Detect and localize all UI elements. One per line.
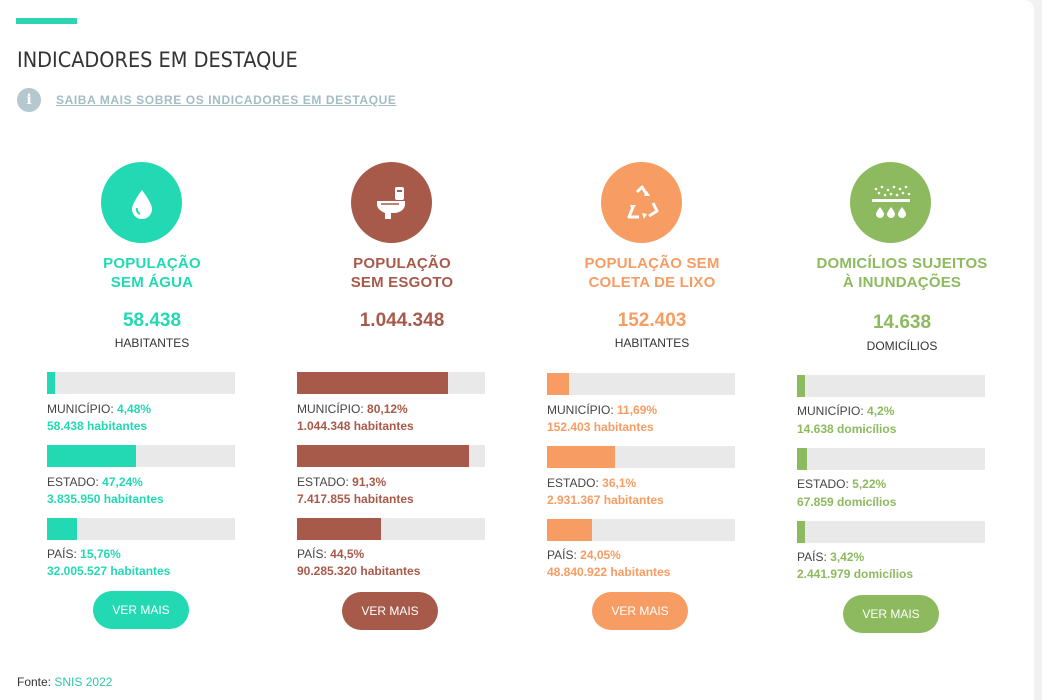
card-icon-circle: [351, 162, 432, 243]
card-value: 1.044.348: [359, 310, 445, 331]
bar-fill: [797, 375, 805, 397]
bar-sub-pais: 32.005.527 habitantes: [47, 564, 171, 578]
ver-mais-button[interactable]: VER MAIS: [843, 595, 939, 633]
bar-municipio: [547, 373, 735, 395]
bar-fill: [797, 521, 805, 543]
bar-fill: [47, 372, 56, 394]
bar-label-estado: ESTADO: 36,1%: [547, 476, 637, 490]
info-link[interactable]: SAIBA MAIS SOBRE OS INDICADORES EM DESTA…: [56, 93, 397, 107]
bar-pais: [47, 518, 235, 540]
bar-sub-municipio: 1.044.348 habitantes: [297, 419, 414, 433]
bar-sub-municipio: 58.438 habitantes: [47, 419, 148, 433]
bar-label-municipio: MUNICÍPIO: 80,12%: [297, 402, 408, 416]
bar-fill: [547, 373, 569, 395]
page-edge: [1034, 0, 1042, 700]
bar-municipio: [797, 375, 985, 397]
bar-pais: [547, 519, 735, 541]
bar-label-estado: ESTADO: 91,3%: [297, 475, 387, 489]
card-unit: HABITANTES: [114, 336, 190, 350]
flood-rain-icon: [871, 185, 910, 218]
card-value: 152.403: [617, 310, 687, 331]
source-link[interactable]: SNIS 2022: [54, 675, 113, 689]
bar-sub-pais: 48.840.922 habitantes: [547, 565, 671, 579]
card-icon-circle: [850, 162, 931, 243]
bar-pais: [797, 521, 985, 543]
bar-fill: [47, 445, 136, 467]
bar-label-pais: PAÍS: 44,5%: [297, 547, 365, 561]
water-drop-icon: [131, 189, 152, 219]
bar-sub-pais: 2.441.979 domicílios: [797, 567, 914, 581]
toilet-icon: [376, 186, 405, 219]
bar-fill: [297, 518, 381, 540]
bar-fill: [797, 448, 807, 470]
bar-estado: [547, 446, 735, 468]
bar-label-estado: ESTADO: 5,22%: [797, 477, 887, 491]
bar-label-estado: ESTADO: 47,24%: [47, 475, 143, 489]
info-icon[interactable]: i: [17, 88, 41, 112]
info-row[interactable]: i SAIBA MAIS SOBRE OS INDICADORES EM DES…: [17, 88, 397, 112]
accent-bar: [16, 18, 77, 24]
card-title: POPULAÇÃO SEM ÁGUA: [103, 255, 201, 291]
bar-fill: [297, 372, 448, 394]
bar-fill: [297, 445, 469, 467]
bar-fill: [547, 519, 593, 541]
card-unit: DOMICÍLIOS: [866, 339, 938, 353]
bar-sub-estado: 2.931.367 habitantes: [547, 493, 664, 507]
page-title: INDICADORES EM DESTAQUE: [17, 48, 298, 72]
card-icon-circle: [601, 162, 682, 243]
source-note: Fonte: SNIS 2022: [17, 675, 113, 689]
recycle-icon: [627, 185, 658, 219]
card-title: POPULAÇÃO SEM COLETA DE LIXO: [584, 255, 720, 291]
bar-label-municipio: MUNICÍPIO: 4,2%: [797, 404, 895, 418]
ver-mais-button[interactable]: VER MAIS: [93, 591, 189, 629]
bar-sub-estado: 3.835.950 habitantes: [47, 492, 164, 506]
bar-sub-municipio: 14.638 domicílios: [797, 422, 897, 436]
bar-municipio: [297, 372, 485, 394]
card-unit: HABITANTES: [614, 336, 690, 350]
bar-sub-municipio: 152.403 habitantes: [547, 420, 654, 434]
bar-label-pais: PAÍS: 15,76%: [47, 547, 121, 561]
card-value: 58.438: [122, 310, 182, 331]
ver-mais-button[interactable]: VER MAIS: [342, 592, 438, 630]
card-value: 14.638: [872, 312, 932, 333]
bar-estado: [297, 445, 485, 467]
bar-pais: [297, 518, 485, 540]
card-icon-circle: [101, 162, 182, 243]
bar-label-pais: PAÍS: 24,05%: [547, 548, 621, 562]
bar-sub-estado: 67.859 domicílios: [797, 495, 897, 509]
bar-fill: [547, 446, 615, 468]
bar-estado: [797, 448, 985, 470]
ver-mais-button[interactable]: VER MAIS: [592, 592, 688, 630]
bar-label-pais: PAÍS: 3,42%: [797, 550, 865, 564]
bar-label-municipio: MUNICÍPIO: 4,48%: [47, 402, 152, 416]
bar-sub-pais: 90.285.320 habitantes: [297, 564, 421, 578]
bar-fill: [47, 518, 77, 540]
bar-municipio: [47, 372, 235, 394]
card-title: POPULAÇÃO SEM ESGOTO: [350, 255, 454, 291]
bar-label-municipio: MUNICÍPIO: 11,69%: [547, 403, 658, 417]
card-title: DOMICÍLIOS SUJEITOS À INUNDAÇÕES: [816, 255, 988, 291]
bar-sub-estado: 7.417.855 habitantes: [297, 492, 414, 506]
bar-estado: [47, 445, 235, 467]
